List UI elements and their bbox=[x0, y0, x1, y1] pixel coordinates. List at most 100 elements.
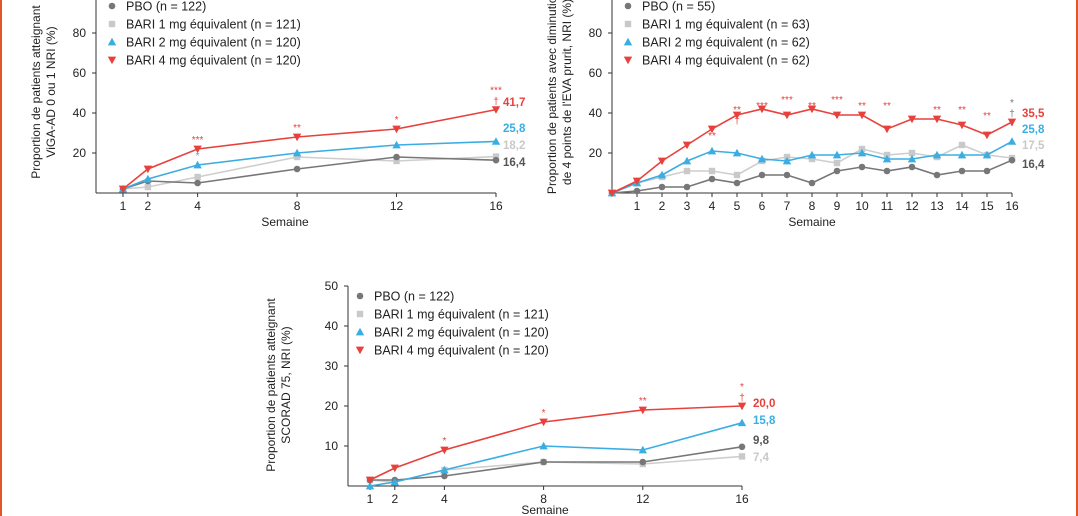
data-point-pbo bbox=[633, 187, 641, 195]
series-line-bari2 bbox=[122, 140, 497, 190]
end-value-label-pbo: 16,4 bbox=[1022, 159, 1045, 171]
data-point-bari2 bbox=[737, 418, 747, 427]
x-tick-label: 15 bbox=[980, 199, 994, 213]
legend-marker-bari4 bbox=[623, 56, 633, 65]
significance-dagger: † bbox=[734, 116, 740, 127]
data-point-bari2 bbox=[365, 481, 375, 490]
data-point-bari4 bbox=[440, 446, 449, 455]
data-point-bari2 bbox=[982, 150, 992, 159]
significance-marker: * bbox=[395, 115, 399, 126]
legend-marker-pbo bbox=[624, 2, 632, 10]
data-point-pbo bbox=[783, 171, 791, 179]
x-axis-title: Semaine bbox=[521, 503, 569, 516]
data-point-pbo bbox=[758, 171, 766, 179]
data-point-pbo bbox=[492, 156, 500, 164]
data-point-bari4 bbox=[392, 125, 401, 134]
data-point-bari4 bbox=[193, 145, 202, 154]
data-point-bari2 bbox=[807, 150, 817, 159]
x-tick-label: 3 bbox=[684, 199, 691, 213]
significance-marker: * bbox=[1010, 121, 1014, 132]
data-point-bari4 bbox=[607, 189, 617, 198]
data-point-bari4 bbox=[1007, 118, 1017, 127]
data-point-bari2 bbox=[932, 150, 942, 159]
data-point-bari1 bbox=[733, 171, 741, 179]
data-point-bari1 bbox=[738, 453, 746, 460]
end-value-label-bari1: 7,4 bbox=[753, 452, 770, 464]
y-axis-title: Proportion de patients avec diminution bbox=[545, 0, 559, 194]
data-point-bari2 bbox=[907, 154, 917, 163]
data-point-bari4 bbox=[682, 141, 692, 150]
x-tick-label: 4 bbox=[441, 492, 448, 506]
significance-marker: * bbox=[196, 151, 200, 162]
data-point-bari4 bbox=[491, 106, 501, 114]
data-point-bari4 bbox=[118, 185, 128, 194]
data-point-pbo bbox=[540, 458, 547, 466]
data-point-bari2 bbox=[193, 160, 202, 169]
end-value-label-bari2: 25,8 bbox=[503, 123, 526, 135]
significance-marker: ** bbox=[293, 123, 301, 134]
data-point-bari2 bbox=[682, 156, 692, 165]
x-tick-label: 16 bbox=[735, 492, 749, 506]
x-tick-label: 1 bbox=[120, 199, 127, 213]
legend-entry-bari2: BARI 2 mg équivalent (n = 120) bbox=[374, 326, 549, 340]
data-point-pbo bbox=[983, 167, 991, 175]
legend-entry-bari4: BARI 4 mg équivalent (n = 62) bbox=[642, 54, 810, 68]
data-point-pbo bbox=[908, 163, 916, 171]
y-axis-title: ViGA-AD 0 ou 1 NRI (%) bbox=[44, 26, 58, 157]
significance-dagger: † bbox=[1009, 109, 1015, 120]
data-point-bari4 bbox=[807, 105, 817, 114]
significance-marker: *** bbox=[756, 101, 768, 112]
significance-dagger: † bbox=[493, 97, 499, 108]
significance-marker: * bbox=[1010, 98, 1014, 109]
x-tick-label: 11 bbox=[881, 199, 894, 213]
y-tick-label: 40 bbox=[589, 106, 603, 120]
data-point-bari2 bbox=[638, 445, 647, 454]
series-line-bari1 bbox=[369, 455, 743, 483]
x-tick-label: 10 bbox=[855, 199, 869, 213]
legend-marker-bari2 bbox=[623, 37, 633, 46]
series-line-pbo bbox=[370, 446, 743, 481]
y-axis-title: Proportion de patients atteignant bbox=[29, 5, 43, 179]
y-tick-label: 10 bbox=[325, 439, 339, 453]
y-tick-label: 60 bbox=[589, 66, 603, 80]
data-point-bari1 bbox=[144, 183, 152, 191]
data-point-bari1 bbox=[293, 153, 301, 161]
data-point-bari4 bbox=[782, 111, 792, 120]
x-tick-label: 13 bbox=[930, 199, 944, 213]
data-point-bari1 bbox=[194, 173, 201, 181]
data-point-bari4 bbox=[143, 165, 153, 174]
significance-marker: ** bbox=[733, 105, 741, 116]
series-line-bari4 bbox=[122, 108, 497, 190]
data-point-bari4 bbox=[365, 476, 375, 485]
y-axis-title: de 4 points de l'EVA prurit, NRI (%) bbox=[560, 0, 574, 185]
significance-marker: *** bbox=[781, 95, 793, 106]
significance-dagger: † bbox=[739, 393, 745, 404]
data-point-bari4 bbox=[982, 131, 992, 140]
legend-entry-bari1: BARI 1 mg équivalent (n = 63) bbox=[642, 18, 810, 32]
legend-marker-bari2 bbox=[107, 37, 117, 46]
legend-entry-pbo: PBO (n = 55) bbox=[642, 0, 715, 14]
x-tick-label: 12 bbox=[905, 199, 919, 213]
data-point-pbo bbox=[833, 167, 841, 175]
significance-marker: ** bbox=[639, 396, 647, 407]
end-value-label-bari2: 15,8 bbox=[753, 415, 776, 427]
data-point-pbo bbox=[658, 183, 666, 191]
end-value-label-bari1: 18,2 bbox=[503, 140, 525, 152]
significance-marker: *** bbox=[192, 135, 204, 146]
data-point-bari4 bbox=[539, 418, 548, 427]
x-tick-label: 1 bbox=[634, 199, 641, 213]
y-tick-label: 40 bbox=[325, 319, 339, 333]
data-point-bari4 bbox=[737, 402, 747, 411]
y-tick-label: 20 bbox=[589, 146, 603, 160]
data-point-pbo bbox=[1008, 156, 1016, 164]
y-tick-label: 60 bbox=[73, 66, 87, 80]
data-point-bari2 bbox=[491, 137, 501, 145]
y-tick-label: 80 bbox=[589, 26, 603, 40]
data-point-bari2 bbox=[657, 170, 667, 179]
end-value-label-pbo: 16,4 bbox=[503, 157, 526, 169]
legend-marker-bari2 bbox=[355, 327, 365, 336]
end-value-label-bari4: 20,0 bbox=[753, 398, 775, 410]
